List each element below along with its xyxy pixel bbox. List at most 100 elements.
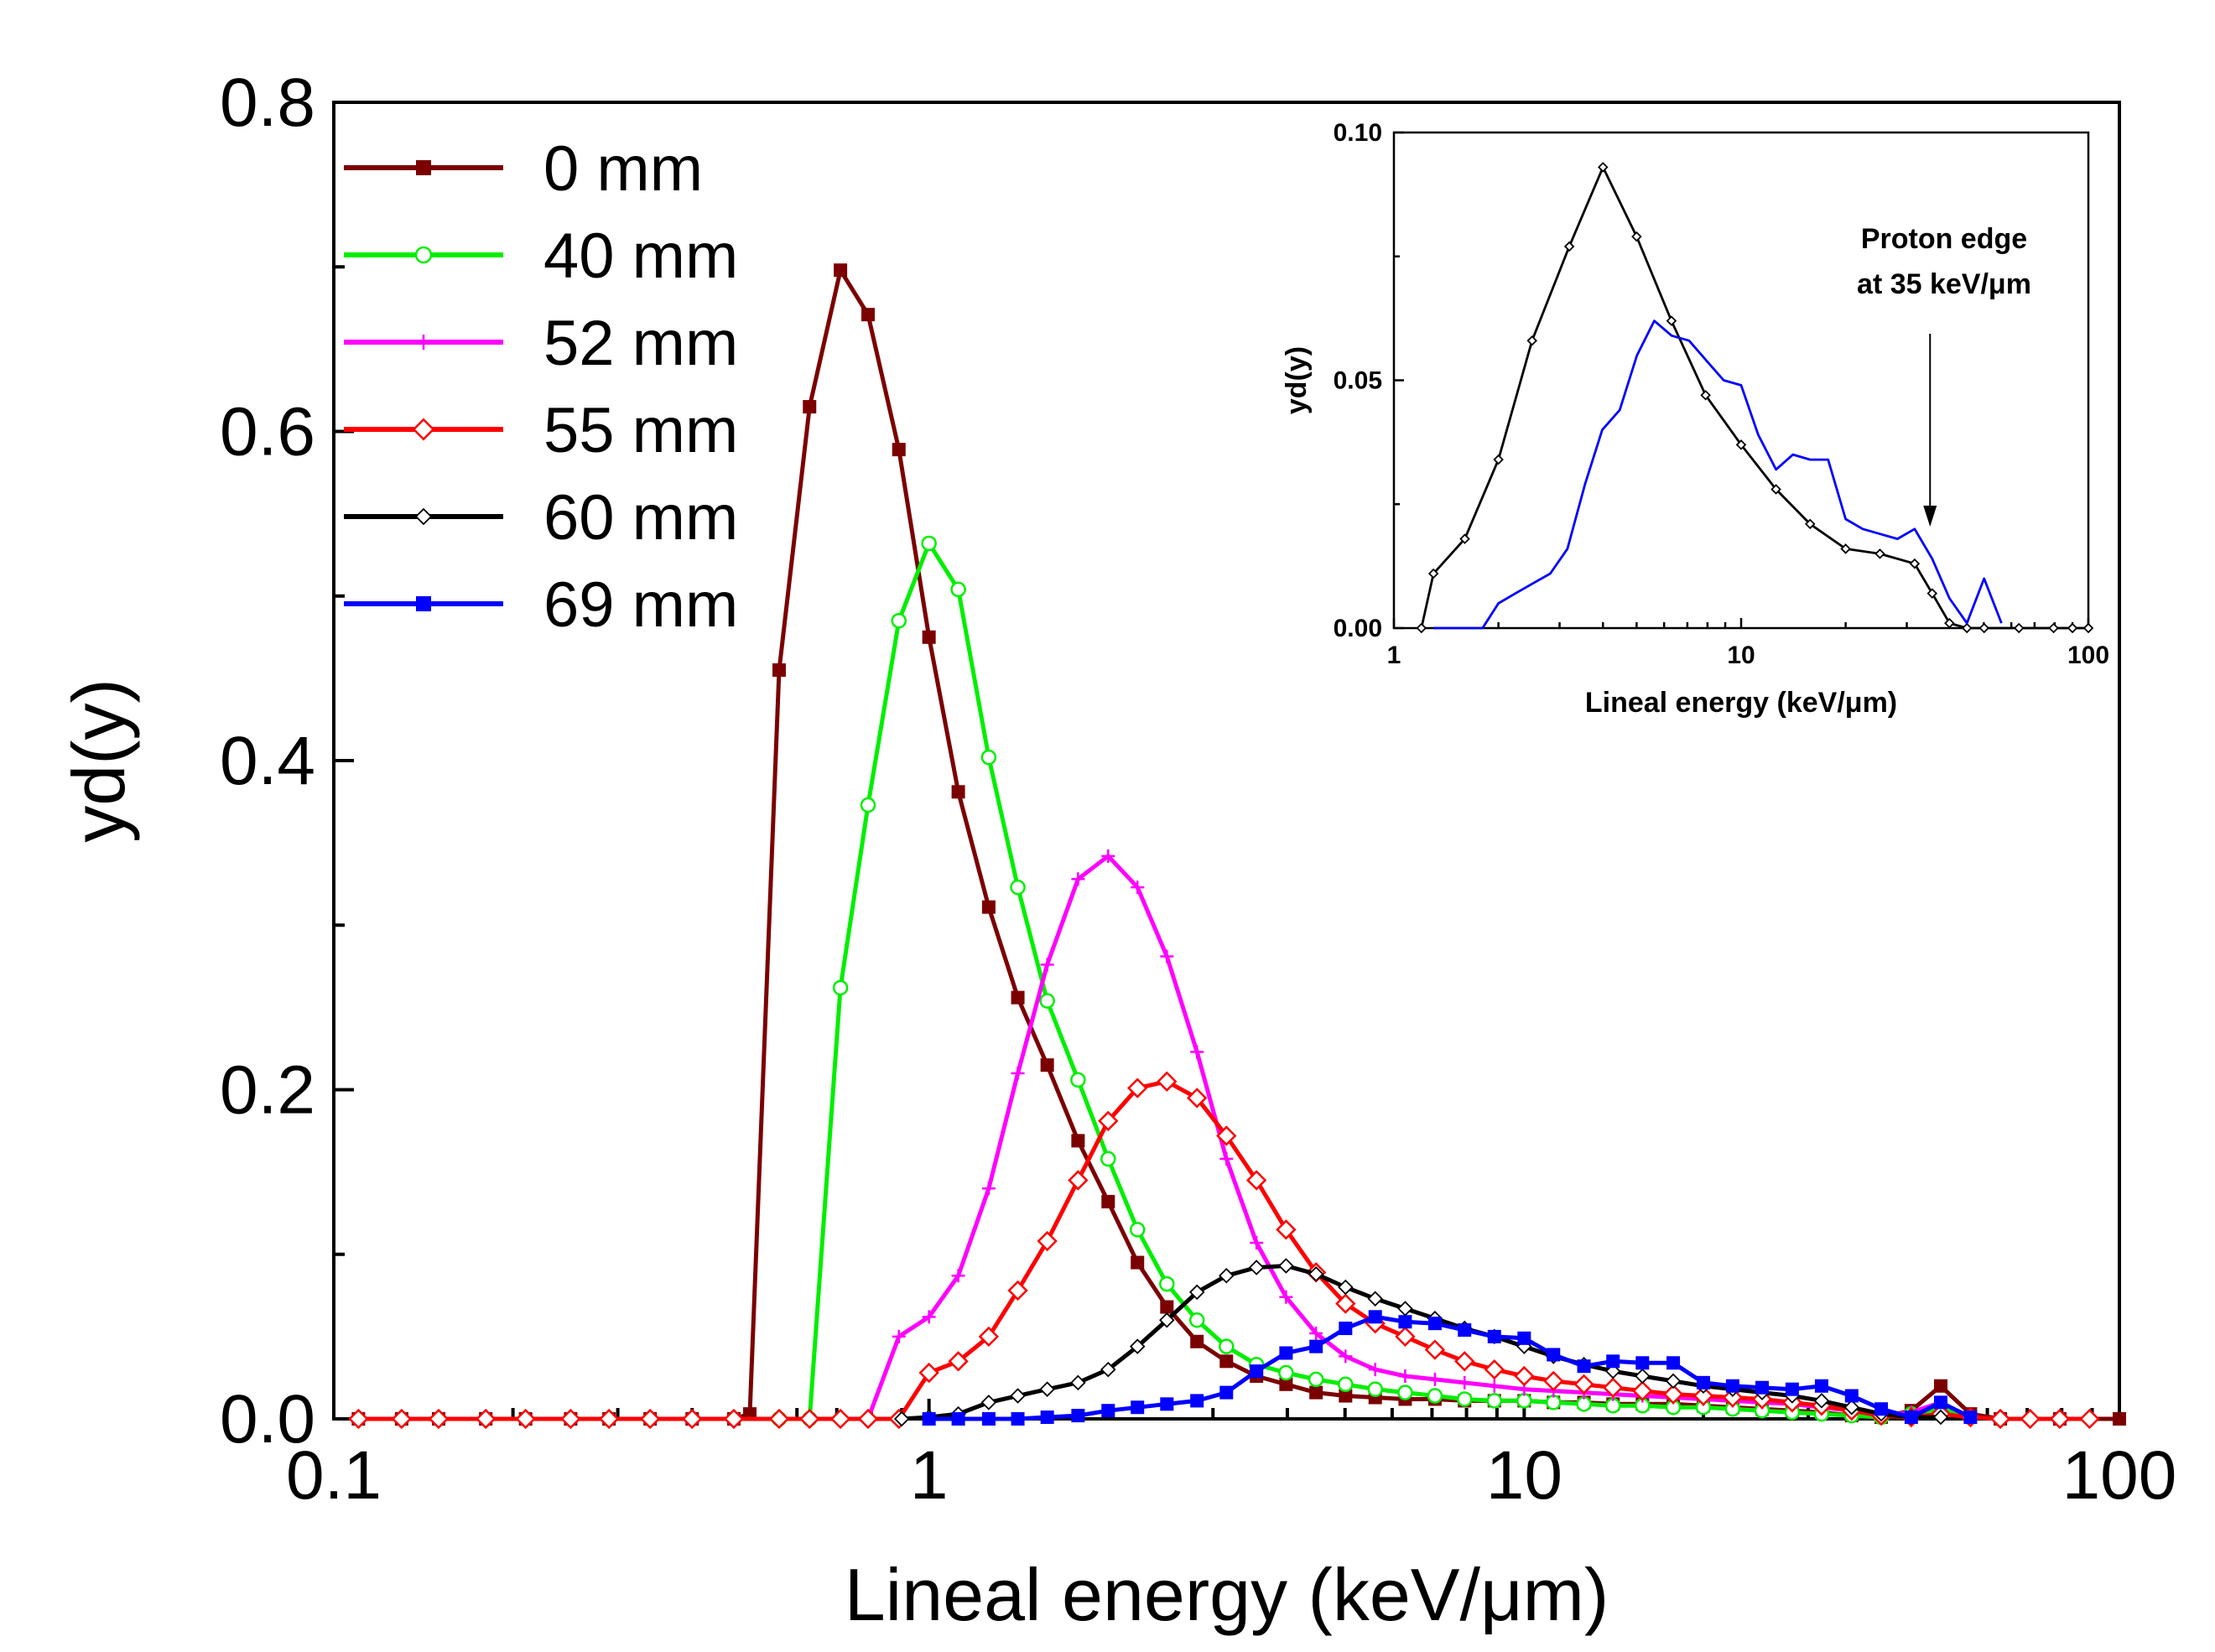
x-tick-label: 1 <box>910 1437 949 1514</box>
data-point-69-mm <box>1219 1385 1234 1400</box>
data-point-40-mm <box>1129 1222 1146 1238</box>
inset-data-point-60-mm <box>1666 315 1677 326</box>
inset-data-point-60-mm <box>1493 454 1504 465</box>
data-point-55-mm <box>1603 1377 1624 1398</box>
data-point-69-mm <box>1577 1359 1591 1374</box>
data-point-69-mm <box>1666 1356 1681 1370</box>
data-point-55-mm <box>1007 1280 1028 1301</box>
data-point-55-mm <box>829 1408 851 1430</box>
data-point-69-mm <box>1339 1322 1353 1336</box>
data-point-69-mm <box>1785 1382 1799 1396</box>
legend-item-52-mm: 52 mm <box>344 308 738 379</box>
data-point-55-mm <box>1335 1293 1356 1314</box>
inset-data-point-60-mm <box>2013 622 2025 634</box>
inset-data-point-60-mm <box>2067 622 2078 634</box>
data-point-0-mm <box>1131 1255 1145 1270</box>
x-tick-label: 0.1 <box>286 1437 382 1514</box>
legend-label: 55 mm <box>543 395 738 466</box>
data-point-55-mm <box>391 1408 413 1430</box>
data-point-52-mm <box>1190 1045 1204 1059</box>
data-point-55-mm <box>1395 1326 1416 1348</box>
data-point-52-mm <box>981 1182 996 1196</box>
data-point-55-mm <box>1989 1408 2011 1430</box>
y-axis-title: yd(y) <box>57 678 140 843</box>
legend-item-55-mm: 55 mm <box>344 395 738 466</box>
data-point-60-mm <box>893 1410 910 1427</box>
data-point-40-mm <box>1546 1395 1562 1410</box>
data-point-40-mm <box>980 749 997 766</box>
data-point-40-mm <box>1367 1381 1383 1397</box>
data-point-52-mm <box>892 1329 906 1343</box>
inset-y-axis-title: yd(y) <box>1281 346 1313 414</box>
data-point-55-mm <box>1098 1110 1119 1131</box>
data-point-60-mm <box>980 1395 997 1410</box>
data-point-0-mm <box>803 400 817 414</box>
data-point-55-mm <box>1662 1384 1684 1405</box>
data-point-0-mm <box>951 785 965 799</box>
data-point-55-mm <box>682 1408 703 1430</box>
data-point-55-mm <box>2020 1408 2041 1430</box>
inset-data-point-60-mm <box>1631 231 1642 242</box>
data-point-69-mm <box>1279 1346 1293 1360</box>
annotation-line-2: at 35 keV/μm <box>1857 268 2031 300</box>
legend-label: 40 mm <box>543 221 738 292</box>
data-point-52-mm <box>922 1310 936 1324</box>
data-point-52-mm <box>1040 958 1054 972</box>
data-point-55-mm <box>1543 1370 1564 1392</box>
data-point-69-mm <box>1040 1410 1054 1425</box>
data-point-69-mm <box>1904 1410 1918 1425</box>
x-tick-label: 100 <box>2062 1437 2177 1514</box>
legend-swatch-marker <box>416 160 431 175</box>
inset-data-point-60-mm <box>1459 533 1470 544</box>
data-point-0-mm <box>1101 1194 1115 1208</box>
data-point-0-mm <box>2113 1412 2126 1426</box>
data-point-0-mm <box>1933 1379 1947 1393</box>
legend-item-0-mm: 0 mm <box>344 133 703 205</box>
data-point-69-mm <box>1487 1329 1501 1343</box>
inset-series-69-mm <box>1433 319 2003 630</box>
data-point-40-mm <box>1039 993 1055 1009</box>
data-point-69-mm <box>1696 1375 1710 1390</box>
data-point-69-mm <box>922 1412 936 1426</box>
data-point-55-mm <box>1573 1374 1594 1395</box>
data-point-55-mm <box>1245 1170 1267 1191</box>
inset-y-tick-label: 0.00 <box>1334 615 1382 642</box>
data-point-0-mm <box>1190 1334 1204 1348</box>
data-point-40-mm <box>1278 1364 1294 1381</box>
data-point-40-mm <box>1338 1376 1354 1393</box>
data-point-52-mm <box>1279 1290 1293 1304</box>
data-point-55-mm <box>1276 1219 1297 1240</box>
data-point-52-mm <box>1131 881 1145 895</box>
data-point-52-mm <box>1458 1375 1472 1390</box>
data-point-60-mm <box>1665 1373 1682 1390</box>
data-point-69-mm <box>1635 1356 1650 1370</box>
data-point-69-mm <box>1011 1412 1025 1426</box>
data-point-69-mm <box>1755 1380 1769 1395</box>
data-point-55-mm <box>2079 1408 2100 1430</box>
data-point-60-mm <box>1813 1393 1830 1409</box>
data-point-55-mm <box>857 1408 879 1430</box>
inset-data-point-60-mm <box>2048 622 2059 634</box>
data-point-52-mm <box>951 1269 965 1283</box>
data-point-40-mm <box>891 612 907 629</box>
data-point-60-mm <box>1219 1267 1235 1284</box>
data-point-52-mm <box>1427 1372 1442 1386</box>
inset-data-point-60-mm <box>1961 622 1973 634</box>
data-point-40-mm <box>1100 1151 1116 1167</box>
data-point-69-mm <box>1458 1323 1472 1338</box>
data-point-40-mm <box>1486 1393 1503 1409</box>
inset-data-point-60-mm <box>1700 389 1711 401</box>
legend-label: 69 mm <box>543 569 738 641</box>
data-point-69-mm <box>1309 1339 1323 1353</box>
data-point-69-mm <box>1131 1400 1145 1415</box>
inset-data-point-60-mm <box>1944 617 1955 629</box>
data-point-55-mm <box>1632 1380 1653 1401</box>
legend-swatch-marker <box>416 335 431 350</box>
data-point-52-mm <box>1487 1379 1501 1393</box>
data-point-69-mm <box>1814 1379 1828 1393</box>
data-point-0-mm <box>1279 1377 1293 1391</box>
y-tick-label: 0.6 <box>220 394 315 470</box>
legend-label: 52 mm <box>543 308 738 379</box>
data-point-69-mm <box>1071 1409 1085 1423</box>
data-point-69-mm <box>1844 1389 1859 1403</box>
